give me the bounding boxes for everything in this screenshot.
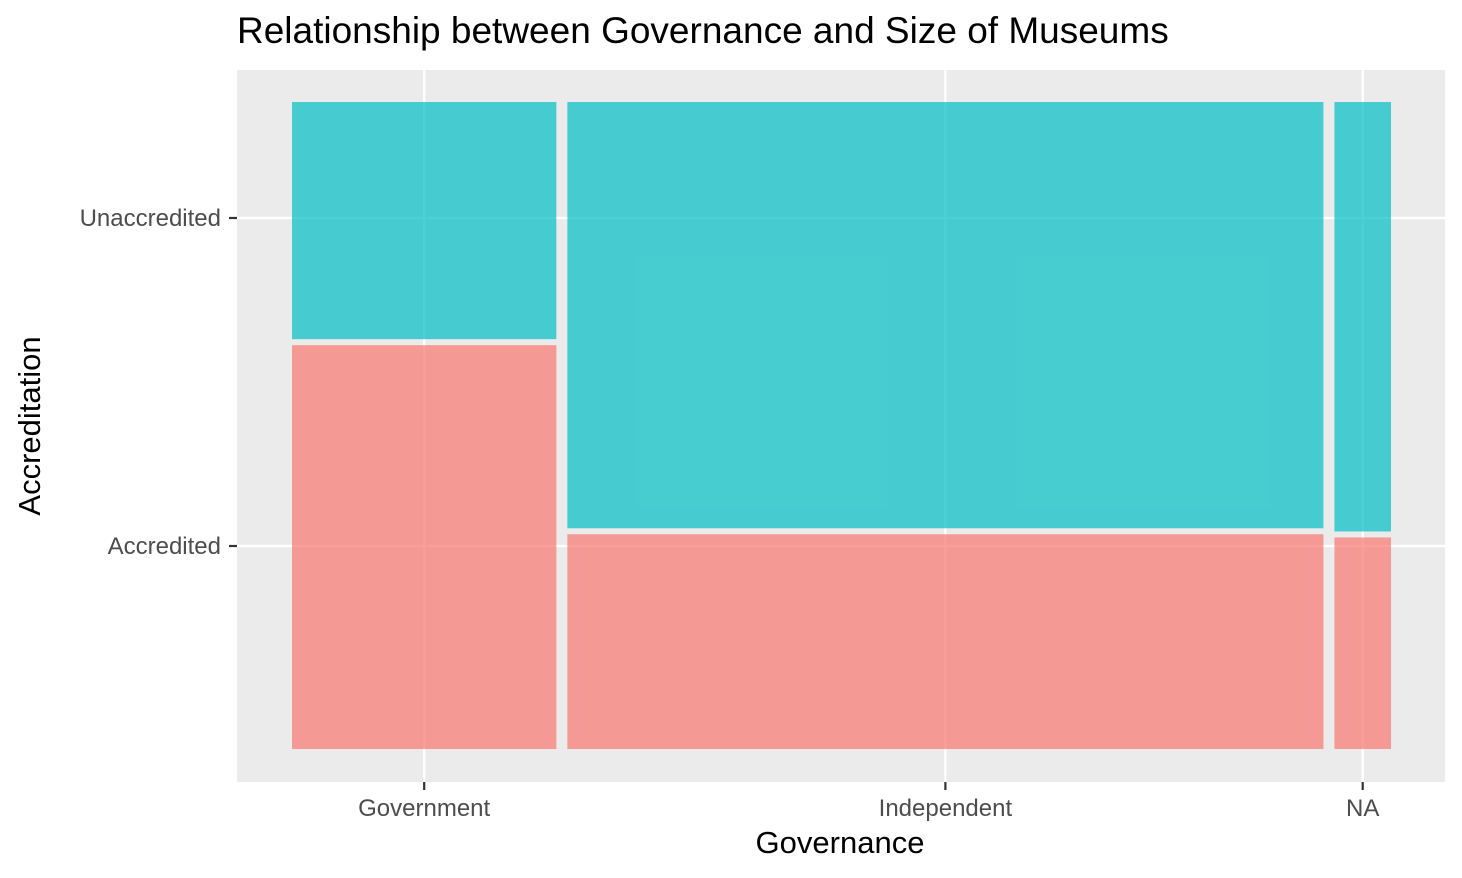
y-tick-label: Accredited (108, 533, 221, 560)
y-axis-title: Accreditation (12, 336, 47, 516)
y-tick-label: Unaccredited (80, 205, 221, 232)
chart-title: Relationship between Governance and Size… (237, 10, 1169, 51)
x-tick-label: Independent (879, 795, 1013, 822)
mosaic-tile-accredited-na (1334, 537, 1391, 749)
x-tick-label: NA (1346, 795, 1379, 822)
x-axis-title: Governance (755, 825, 925, 860)
axes: Government Independent NA Accredited Unaccre… (80, 205, 1380, 822)
x-tick-label: Government (358, 795, 490, 822)
mosaic-tile-unaccredited-government (292, 102, 557, 340)
mosaic-tile-accredited-government (292, 345, 557, 749)
mosaic-tile-accredited-independent (567, 534, 1324, 749)
mosaic-tiles (292, 102, 1391, 749)
mosaic-tile-unaccredited-na (1334, 102, 1391, 532)
mosaic-tile-unaccredited-independent (567, 102, 1324, 529)
